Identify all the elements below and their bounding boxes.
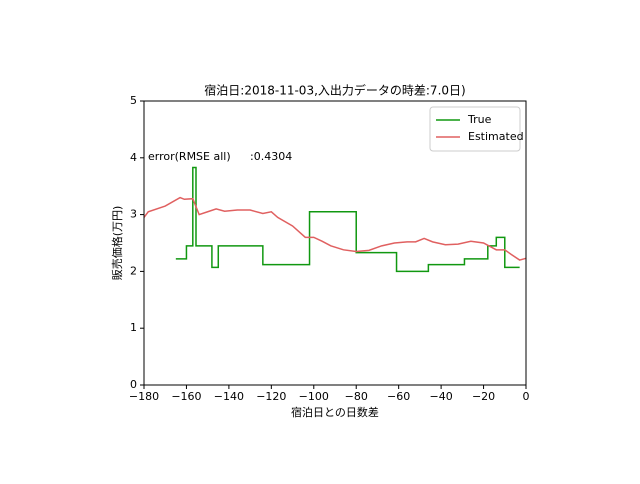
axes-frame — [143, 100, 527, 386]
x-tick-label: −100 — [299, 390, 329, 403]
y-tick-label: 1 — [130, 321, 137, 334]
x-tick-label: −160 — [171, 390, 201, 403]
y-tick-label: 3 — [130, 208, 137, 221]
x-tick-label: −20 — [472, 390, 495, 403]
y-tick-label: 5 — [130, 94, 137, 107]
legend-label: Estimated — [468, 130, 524, 143]
x-tick-label: −140 — [214, 390, 244, 403]
data-line — [143, 196, 527, 261]
x-tick-label: −80 — [345, 390, 368, 403]
x-tick-label: 0 — [523, 390, 530, 403]
y-axis-label: 販売価格(万円) — [110, 206, 124, 281]
annotation: :0.4304 — [250, 150, 292, 163]
y-tick-label: 0 — [130, 378, 137, 391]
x-tick-label: −40 — [430, 390, 453, 403]
x-tick-label: −120 — [256, 390, 286, 403]
legend-label: True — [467, 113, 492, 126]
y-tick-label: 2 — [130, 264, 137, 277]
x-tick-label: −60 — [387, 390, 410, 403]
annotation: error(RMSE all) — [148, 150, 231, 163]
x-tick-label: −180 — [129, 390, 159, 403]
x-axis-label: 宿泊日との日数差 — [291, 405, 379, 419]
chart-title: 宿泊日:2018-11-03,入出力データの時差:7.0日) — [204, 83, 465, 98]
y-tick-label: 4 — [130, 151, 137, 164]
legend-box — [429, 106, 521, 152]
